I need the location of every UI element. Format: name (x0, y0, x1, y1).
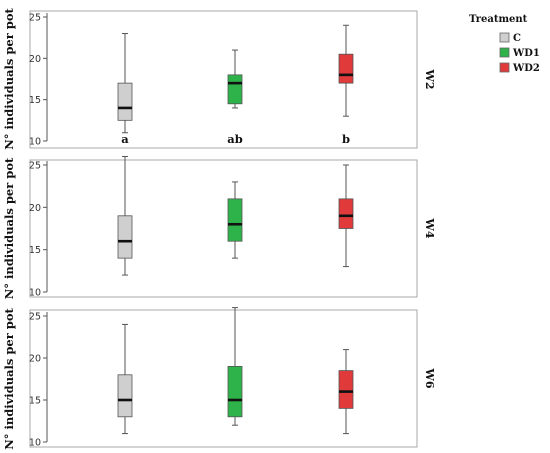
legend-label: C (513, 33, 521, 44)
iqr-box (338, 198, 354, 229)
y-tick-label: 10 (29, 288, 41, 299)
iqr-box (227, 74, 243, 105)
legend-item-c: C (499, 32, 521, 44)
box-c (117, 156, 133, 276)
panel-w2: 10 15 20 25 N° individuals per pot W2 a ab b (2, 8, 436, 150)
legend: Treatment C WD1 WD2 (469, 14, 540, 74)
panel-frame (29, 10, 418, 149)
y-tick-label: 10 (29, 438, 41, 449)
iqr-box (338, 370, 354, 409)
iqr-box (227, 365, 243, 418)
panel-frame (29, 159, 418, 298)
significance-letter: ab (227, 132, 243, 146)
iqr-box (338, 53, 354, 84)
legend-swatch (499, 62, 510, 73)
box-c (117, 323, 133, 435)
box-wd1 (227, 307, 243, 426)
box-wd2 (338, 164, 354, 268)
iqr-box (117, 82, 133, 121)
y-axis-label: N° individuals per pot (2, 157, 16, 299)
y-axis-label: N° individuals per pot (2, 308, 16, 450)
y-tick-label: 15 (29, 396, 41, 407)
box-wd2 (338, 349, 354, 435)
iqr-box (117, 374, 133, 418)
y-tick-label: 20 (29, 203, 41, 214)
legend-item-wd2: WD2 (499, 62, 540, 74)
panel-strip-label: W2 (423, 68, 436, 89)
y-axis-label: N° individuals per pot (2, 8, 16, 150)
y-tick-label: 25 (29, 312, 41, 323)
panel-frame (29, 309, 418, 448)
y-tick-label: 20 (29, 54, 41, 65)
y-tick-label: 15 (29, 95, 41, 106)
panels: 10 15 20 25 N° individuals per pot W2 a ab b 10 15… (2, 8, 436, 450)
panel-strip-label: W4 (423, 217, 436, 238)
panel-w6: 10 15 20 25 N° individuals per pot W6 (2, 307, 436, 450)
legend-item-wd1: WD1 (499, 47, 540, 59)
legend-swatch (499, 47, 510, 58)
panel-strip-label: W6 (423, 367, 436, 388)
panel-w4: 10 15 20 25 N° individuals per pot W4 (2, 156, 436, 299)
iqr-box (227, 198, 243, 242)
legend-label: WD1 (512, 48, 540, 59)
box-wd1 (227, 181, 243, 259)
legend-label: WD2 (512, 63, 540, 74)
y-tick-label: 25 (29, 13, 41, 24)
y-tick-label: 25 (29, 161, 41, 172)
significance-letter: a (121, 132, 129, 146)
y-tick-label: 20 (29, 354, 41, 365)
y-tick-label: 15 (29, 245, 41, 256)
y-tick-label: 10 (29, 137, 41, 148)
box-wd1 (227, 49, 243, 109)
legend-title: Treatment (469, 14, 528, 25)
legend-swatch (499, 32, 510, 43)
box-wd2 (338, 24, 354, 117)
box-c (117, 33, 133, 134)
iqr-box (117, 215, 133, 259)
significance-letter: b (342, 132, 350, 146)
